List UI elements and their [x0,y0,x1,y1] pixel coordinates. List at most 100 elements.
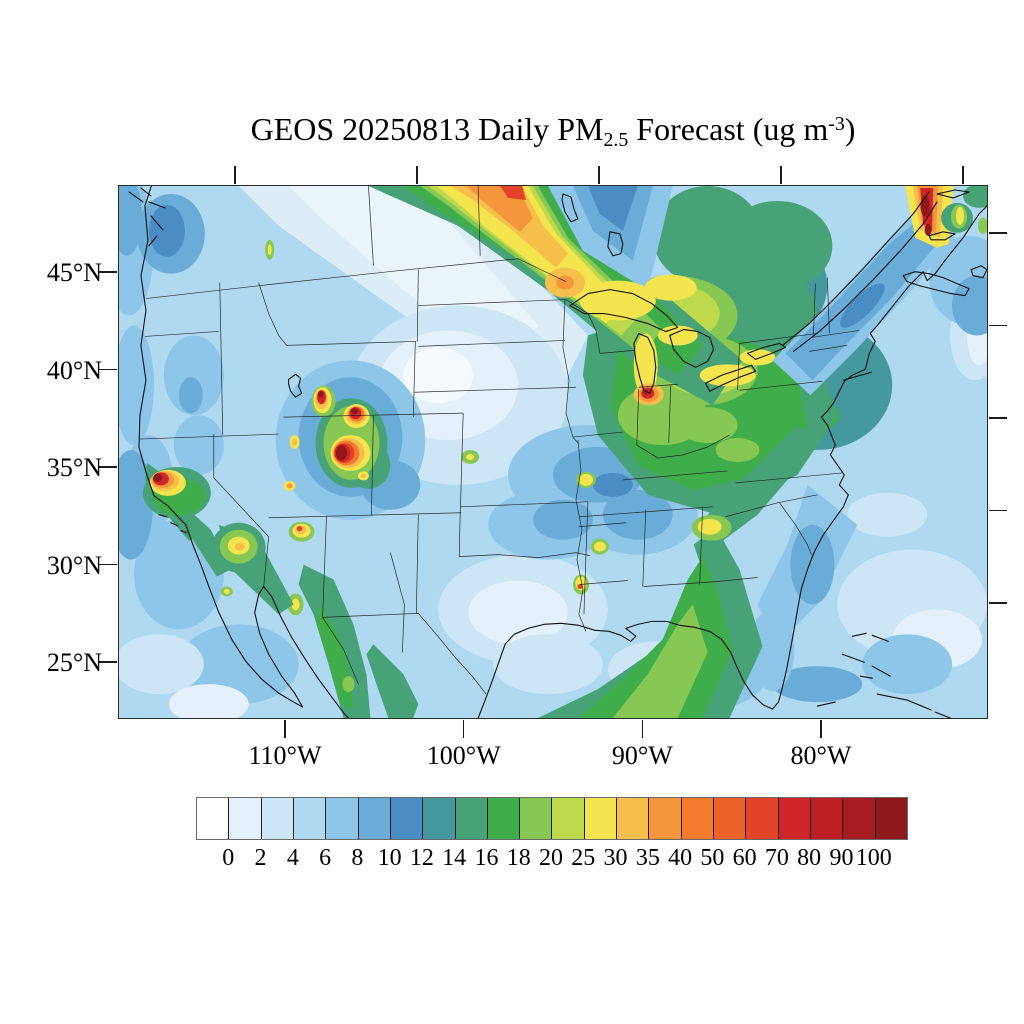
lon-tick [641,720,644,738]
colorbar-cell [197,798,229,839]
lon-tick [820,720,822,738]
state-borders [139,186,860,695]
colorbar-cell [292,798,326,839]
us-canada-border [145,258,567,299]
colorbar-cell [874,798,907,839]
colorbar-cell [228,798,261,839]
lake-erie [705,364,757,392]
lon-tick [462,720,465,738]
lon-tick-top [780,166,782,184]
colorbar-cell [745,798,778,839]
colorbar [196,797,908,840]
colorbar-cell [422,798,455,839]
gulf-atlantic-coast [477,205,987,718]
st-lawrence-shore-south [792,201,938,352]
colorbar-cell [809,798,843,839]
pm-field [119,186,987,718]
lake-winnipeg [561,193,579,223]
lon-tick-label: 100°W [426,741,501,770]
colorbar-tick-label: 12 [409,845,434,871]
vancouver-island-bits [128,187,166,247]
colorbar-tick-label: 0 [222,845,235,871]
colorbar-cell [486,798,520,839]
lake-michigan [633,332,657,394]
colorbar-tick-label: 16 [474,845,499,871]
colorbar-cell [777,798,810,839]
colorbar-cell [583,798,617,839]
lon-tick-top [598,166,600,184]
channel-islands [158,514,188,534]
colorbar-tick-label: 10 [377,845,402,871]
colorbar-tick-label: 6 [319,845,332,871]
great-salt-lake [288,373,303,398]
colorbar-cell [680,798,713,839]
colorbar-tick-label: 30 [603,845,628,871]
colorbar-cell [519,798,552,839]
lon-tick-top [234,166,236,184]
lat-tick-right [989,509,1007,512]
lon-tick-label: 90°W [611,741,673,770]
cuba-keys [816,693,952,718]
title-subscript: 2.5 [603,129,629,152]
colorbar-tick-label: 60 [732,845,757,871]
colorbar-tick-label: 4 [286,845,299,871]
lon-tick [284,720,286,738]
figure-title: GEOS 20250813 Daily PM2.5 Forecast (ug m… [118,110,988,152]
colorbar-cell [389,798,423,839]
anticosti-island [936,189,970,199]
colorbar-cell [713,798,746,839]
nova-scotia [902,271,970,297]
colorbar-tick-label: 8 [351,845,364,871]
cape-breton [970,265,987,279]
lat-tick-label: 35°N [46,453,102,482]
map-frame [118,185,988,719]
colorbar-cell [648,798,681,839]
lat-tick-label: 40°N [46,355,102,385]
colorbar-tick-label: 100 [855,845,892,871]
colorbar-tick-label: 70 [764,845,789,871]
bahamas [841,632,891,679]
colorbar-cell [454,798,487,839]
title-text-2: Forecast (ug m [628,111,829,147]
colorbar-cell [616,798,649,839]
lon-tick-top [962,166,964,184]
colorbar-labels: 0 2 4 6 8 10 12 14 16 18 20 25 30 35 40 50 60 70 80 90 100 [196,846,908,874]
lat-tick-right [989,324,1007,327]
colorbar-cell [842,798,875,839]
title-superscript: -3 [828,112,845,135]
lake-huron [669,328,715,368]
colorbar-tick-label: 2 [254,845,267,871]
lat-tick [99,661,117,663]
colorbar-tick-label: 20 [539,845,563,871]
prince-edward-island [928,231,956,241]
lake-ontario [747,342,787,360]
colorbar-tick-label: 25 [571,845,596,871]
lake-nipigon [607,231,624,257]
colorbar-cell [551,798,584,839]
title-text-3: ) [844,111,856,147]
west-coast [138,186,350,718]
lat-tick-right [989,417,1007,419]
long-island [842,371,872,381]
lat-tick-label: 25°N [46,648,102,677]
colorbar-tick-label: 80 [797,845,822,871]
lat-tick-right [989,602,1007,604]
lat-tick-right [989,232,1007,234]
st-lawrence-shore-north [781,191,930,346]
lon-tick-top [416,166,418,184]
title-text: GEOS 20250813 Daily PM [250,111,604,147]
colorbar-tick-label: 18 [506,845,531,871]
colorbar-tick-label: 14 [442,845,467,871]
colorbar-tick-label: 35 [635,845,660,871]
lon-tick-label: 80°W [790,741,852,770]
colorbar-cell [325,798,358,839]
lat-tick-label: 30°N [46,550,102,580]
colorbar-tick-label: 40 [668,845,693,871]
lat-tick [99,368,117,371]
coastlines [128,186,987,718]
colorbar-tick-label: 50 [700,845,725,871]
colorbar-tick-label: 90 [829,845,854,871]
lake-superior [569,289,679,333]
lat-tick [99,271,117,273]
